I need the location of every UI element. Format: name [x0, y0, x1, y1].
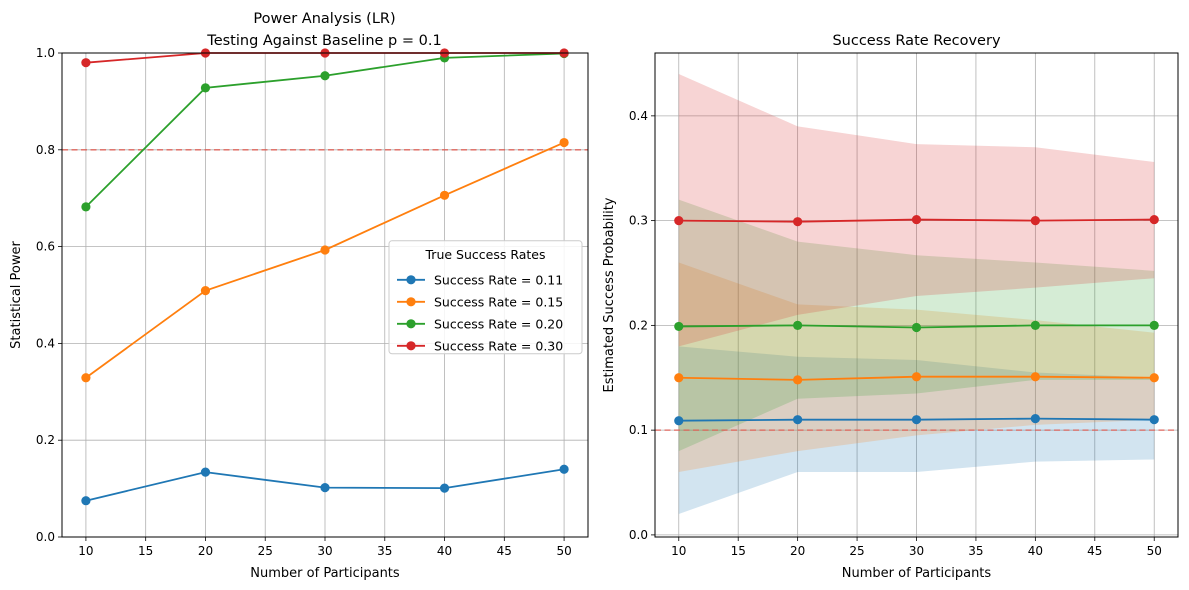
power-chart-point: [439, 483, 450, 493]
power-chart: Power Analysis (LR) Testing Against Base…: [9, 11, 589, 581]
power-chart-x-tick-label: 20: [198, 544, 213, 558]
power-chart-title: Power Analysis (LR): [253, 11, 395, 27]
recovery-chart-x-tick-label: 35: [968, 544, 983, 558]
power-chart-x-label: Number of Participants: [250, 566, 400, 581]
recovery-chart-y-tick-label: 0.4: [629, 109, 648, 123]
recovery-chart-x-tick-label: 45: [1087, 544, 1102, 558]
recovery-chart-point: [674, 416, 684, 426]
recovery-chart-point: [674, 216, 684, 226]
recovery-chart: Success Rate Recovery 10 15 20 25 30 35 40 45 50…: [602, 33, 1179, 581]
recovery-chart-point: [793, 320, 803, 330]
recovery-chart-x-label: Number of Participants: [842, 566, 992, 581]
recovery-chart-x-tick-label: 10: [671, 544, 686, 558]
recovery-chart-point: [1030, 216, 1040, 226]
recovery-chart-x-tick-label: 40: [1028, 544, 1043, 558]
power-chart-x-tick-label: 30: [317, 544, 332, 558]
legend-entry: Success Rate = 0.11: [434, 272, 563, 287]
power-chart-point: [559, 137, 569, 148]
legend-box: [388, 240, 583, 355]
power-chart-x-tick-label: 50: [556, 544, 571, 558]
power-chart-x-tick-label: 45: [497, 544, 512, 558]
power-chart-y-ticks: 0.0 0.2 0.4 0.6 0.8 1.0: [36, 46, 62, 544]
recovery-chart-point: [911, 214, 922, 225]
recovery-chart-x-tick-label: 15: [731, 544, 746, 558]
power-chart-legend: True Success Rates Success Rate = 0.11 Suc…: [388, 240, 583, 355]
recovery-chart-point: [793, 375, 803, 385]
recovery-chart-x-tick-label: 50: [1147, 544, 1162, 558]
legend-entry: Success Rate = 0.15: [434, 294, 563, 309]
legend-entry: Success Rate = 0.20: [434, 316, 563, 331]
power-chart-y-tick-label: 0.2: [36, 433, 55, 447]
recovery-chart-point: [674, 321, 684, 332]
power-chart-x-tick-label: 15: [138, 544, 153, 558]
recovery-chart-y-ticks: 0.0 0.1 0.2 0.3 0.4: [629, 109, 655, 542]
recovery-chart-point: [1030, 414, 1040, 424]
recovery-chart-point: [911, 322, 922, 333]
recovery-chart-point: [911, 372, 922, 382]
legend-entry: Success Rate = 0.30: [434, 338, 563, 353]
legend-swatch-marker: [406, 297, 416, 307]
power-chart-point: [320, 71, 330, 81]
power-chart-y-tick-label: 0.0: [36, 530, 55, 544]
recovery-chart-point: [793, 415, 803, 425]
recovery-chart-point: [1149, 415, 1159, 425]
recovery-chart-x-ticks: 10 15 20 25 30 35 40 45 50: [671, 537, 1162, 558]
recovery-chart-point: [1149, 373, 1159, 383]
power-chart-point: [200, 286, 211, 296]
power-chart-y-label: Statistical Power: [9, 241, 24, 349]
power-chart-subtitle: Testing Against Baseline p = 0.1: [206, 33, 441, 49]
power-chart-x-tick-label: 10: [78, 544, 93, 558]
power-chart-point: [200, 467, 211, 477]
power-chart-y-tick-label: 1.0: [36, 46, 55, 60]
power-chart-point: [559, 464, 569, 474]
recovery-chart-point: [911, 415, 922, 425]
recovery-chart-x-tick-label: 20: [790, 544, 805, 558]
legend-title: True Success Rates: [425, 247, 546, 262]
legend-swatch-marker: [406, 341, 416, 351]
recovery-chart-point: [674, 373, 684, 383]
power-chart-point: [439, 190, 450, 200]
power-chart-x-tick-label: 35: [377, 544, 392, 558]
recovery-chart-x-tick-label: 25: [849, 544, 864, 558]
power-chart-point: [81, 373, 91, 383]
power-chart-point: [320, 483, 330, 493]
recovery-chart-band-3: [678, 73, 1155, 347]
recovery-chart-title: Success Rate Recovery: [832, 33, 1000, 49]
recovery-chart-y-tick-label: 0.1: [629, 423, 648, 437]
recovery-chart-point: [1149, 214, 1159, 225]
recovery-chart-y-label: Estimated Success Probability: [602, 197, 617, 392]
power-chart-point: [320, 245, 330, 255]
recovery-chart-y-tick-label: 0.2: [629, 318, 648, 332]
power-chart-x-ticks: 10 15 20 25 30 35 40 45 50: [78, 537, 572, 558]
recovery-chart-point: [793, 217, 803, 227]
recovery-chart-frame: [654, 52, 1179, 538]
power-chart-x-tick-label: 25: [258, 544, 273, 558]
recovery-chart-point: [1149, 320, 1159, 330]
recovery-chart-y-tick-label: 0.0: [629, 528, 648, 542]
legend-swatch-marker: [406, 275, 416, 285]
legend-swatch-marker: [406, 319, 416, 329]
power-chart-point: [81, 496, 91, 506]
power-chart-x-tick-label: 40: [437, 544, 452, 558]
power-chart-point: [81, 202, 91, 212]
recovery-chart-point: [1030, 372, 1040, 382]
power-chart-y-tick-label: 0.8: [36, 143, 55, 157]
power-chart-point: [200, 83, 211, 93]
recovery-chart-y-tick-label: 0.3: [629, 214, 648, 228]
recovery-chart-point: [1030, 320, 1040, 330]
power-chart-y-tick-label: 0.6: [36, 240, 55, 254]
power-chart-frame: [61, 52, 589, 538]
power-chart-y-tick-label: 0.4: [36, 336, 55, 350]
recovery-chart-x-tick-label: 30: [909, 544, 924, 558]
power-chart-point: [81, 58, 91, 68]
